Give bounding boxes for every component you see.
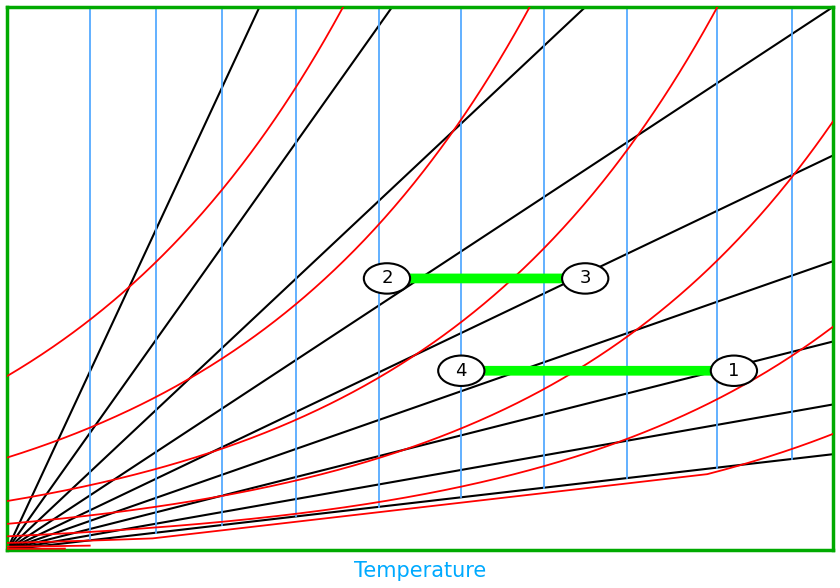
Text: 1: 1 — [728, 362, 739, 380]
Text: 2: 2 — [381, 269, 393, 288]
X-axis label: Temperature: Temperature — [354, 561, 486, 581]
Circle shape — [562, 263, 608, 293]
Text: 4: 4 — [455, 362, 467, 380]
Circle shape — [364, 263, 410, 293]
Circle shape — [438, 356, 485, 386]
Circle shape — [711, 356, 757, 386]
Text: 3: 3 — [580, 269, 591, 288]
